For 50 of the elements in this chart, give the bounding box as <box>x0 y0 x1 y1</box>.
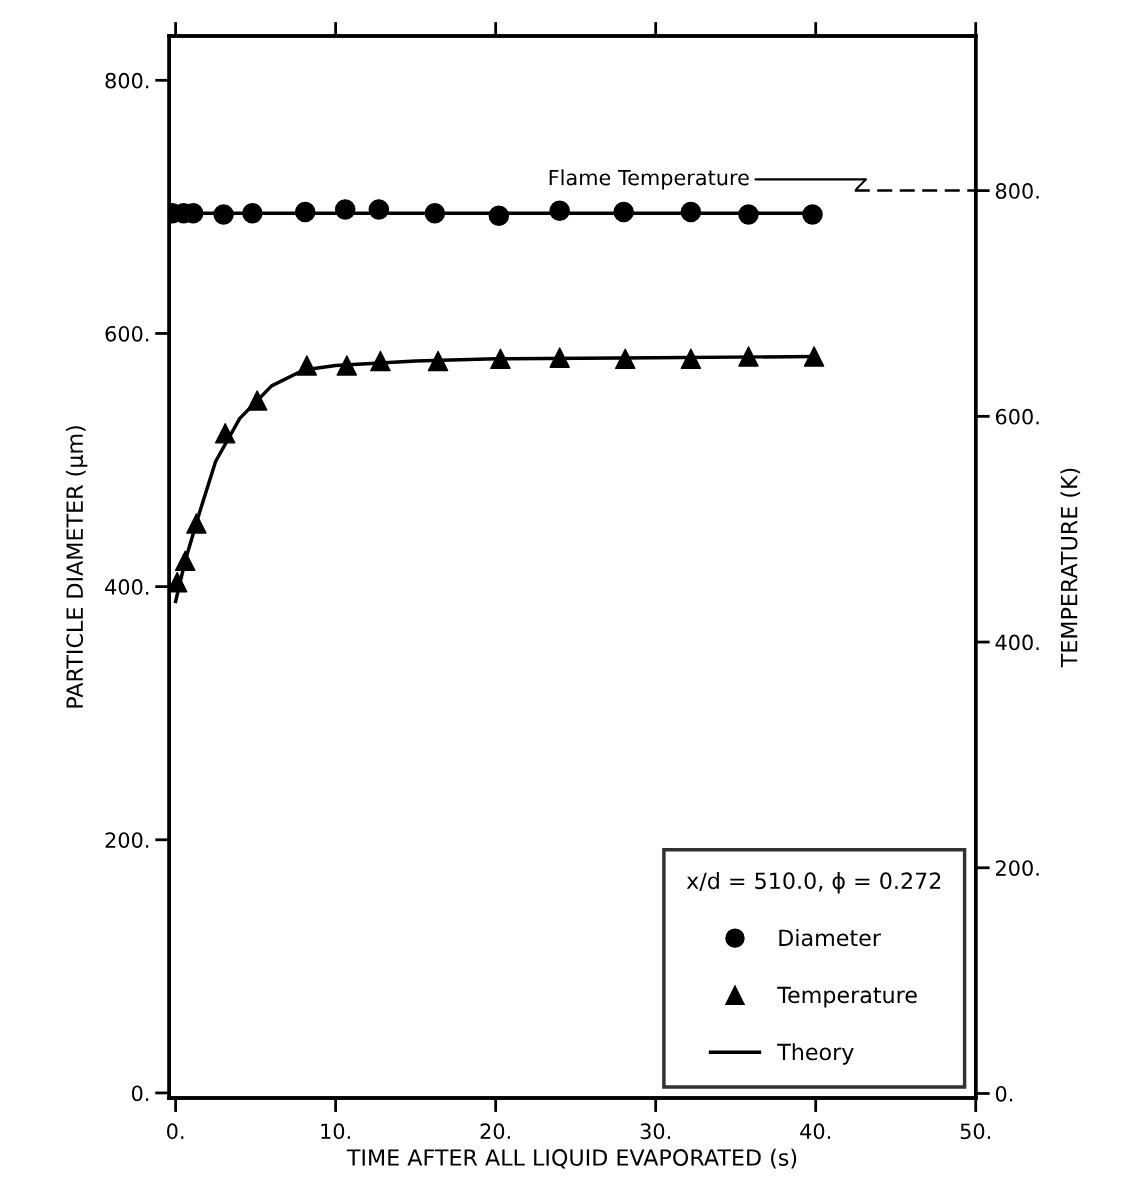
point <box>294 201 316 223</box>
point <box>334 199 356 220</box>
x-tick-label: 20. <box>480 1123 510 1140</box>
ref-line-label: Flame Temperature <box>549 169 749 190</box>
point <box>549 347 570 368</box>
point <box>246 390 268 411</box>
x-tick-label: 50. <box>960 1123 991 1140</box>
y2-tick-label: 800. <box>995 183 1039 199</box>
y2-tick-label: 200. <box>996 860 1039 876</box>
y-axis-title: PARTICLE DIAMETER (µm) <box>65 426 88 708</box>
x-tick-label: 40. <box>800 1123 831 1140</box>
y-tick-label: 600. <box>105 325 149 342</box>
point <box>490 348 511 370</box>
y2-tick-label: 0. <box>995 1085 1013 1102</box>
point <box>242 202 263 224</box>
point <box>549 200 570 221</box>
y-tick-label: 800. <box>105 72 149 89</box>
legend-label: Diameter <box>779 929 881 947</box>
point <box>424 202 446 224</box>
point <box>680 348 702 370</box>
point <box>368 199 390 220</box>
point <box>738 346 759 367</box>
point <box>370 350 391 372</box>
point <box>802 204 823 225</box>
point <box>803 346 825 367</box>
point <box>174 550 196 572</box>
y2-tick-label: 600. <box>995 408 1039 425</box>
x-tick-label: 0. <box>167 1123 184 1140</box>
y-tick-label: 400. <box>105 579 149 595</box>
point <box>214 422 236 444</box>
x-axis-title: TIME AFTER ALL LIQUID EVAPORATED (s) <box>346 1148 797 1169</box>
legend-label: Theory <box>777 1043 854 1065</box>
legend-title: x/d = 510.0, ϕ = 0.272 <box>686 871 941 894</box>
point <box>213 204 234 225</box>
point <box>296 355 318 376</box>
point <box>336 355 358 376</box>
y2-tick-label: 400. <box>995 634 1039 651</box>
y2-axis-title: TEMPERATURE (K) <box>1060 468 1081 668</box>
point <box>427 350 449 372</box>
x-tick-label: 10. <box>321 1123 350 1140</box>
point <box>615 348 636 370</box>
point <box>186 513 207 534</box>
point <box>680 201 702 223</box>
point <box>613 201 634 223</box>
point <box>738 204 759 225</box>
y-tick-label: 200. <box>105 832 149 848</box>
point <box>488 205 510 227</box>
x-tick-label: 30. <box>640 1123 670 1140</box>
y-tick-label: 0. <box>131 1085 149 1102</box>
legend-label: Temperature <box>777 986 917 1008</box>
